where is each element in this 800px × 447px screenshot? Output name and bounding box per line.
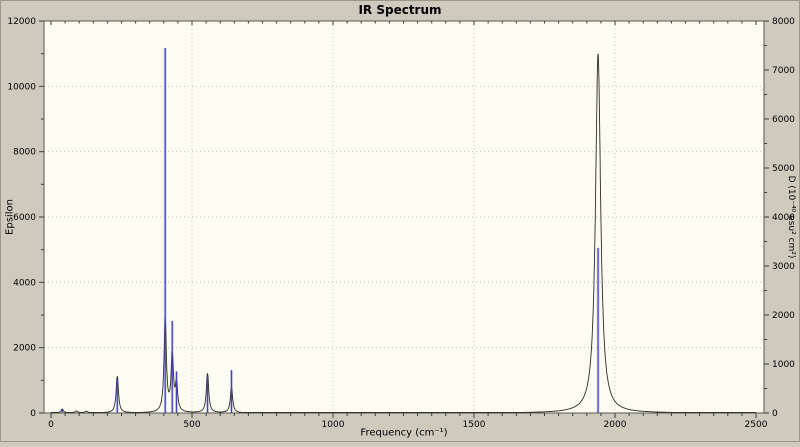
- epsilon-curve: [51, 53, 756, 413]
- left-tick-label: 10000: [7, 82, 36, 92]
- left-tick-label: 0: [30, 409, 36, 419]
- right-axis-title: D (10⁻⁴⁰ esu² cm²): [786, 175, 796, 259]
- x-tick-label: 2500: [745, 420, 768, 430]
- left-tick-label: 2000: [13, 344, 36, 354]
- x-tick-label: 0: [48, 420, 54, 430]
- left-tick-label: 6000: [13, 213, 36, 223]
- left-tick-label: 8000: [13, 148, 36, 158]
- right-tick-label: 4000: [772, 213, 795, 223]
- right-tick-label: 6000: [772, 115, 795, 125]
- right-tick-label: 0: [772, 409, 778, 419]
- chart-title: IR Spectrum: [358, 3, 442, 17]
- x-tick-label: 1500: [463, 420, 486, 430]
- right-tick-label: 7000: [772, 66, 795, 76]
- right-tick-label: 1000: [772, 360, 795, 370]
- right-tick-label: 2000: [772, 311, 795, 321]
- right-tick-label: 5000: [772, 164, 795, 174]
- x-tick-label: 2000: [604, 420, 627, 430]
- x-tick-label: 500: [183, 420, 200, 430]
- left-tick-label: 4000: [13, 278, 36, 288]
- left-tick-label: 12000: [7, 17, 36, 27]
- right-tick-label: 3000: [772, 262, 795, 272]
- right-tick-label: 8000: [772, 17, 795, 27]
- plot-frame: [43, 20, 765, 414]
- x-axis-title: Frequency (cm⁻¹): [360, 427, 448, 439]
- x-tick-label: 1000: [322, 420, 345, 430]
- left-axis-title: Epsilon: [4, 199, 16, 235]
